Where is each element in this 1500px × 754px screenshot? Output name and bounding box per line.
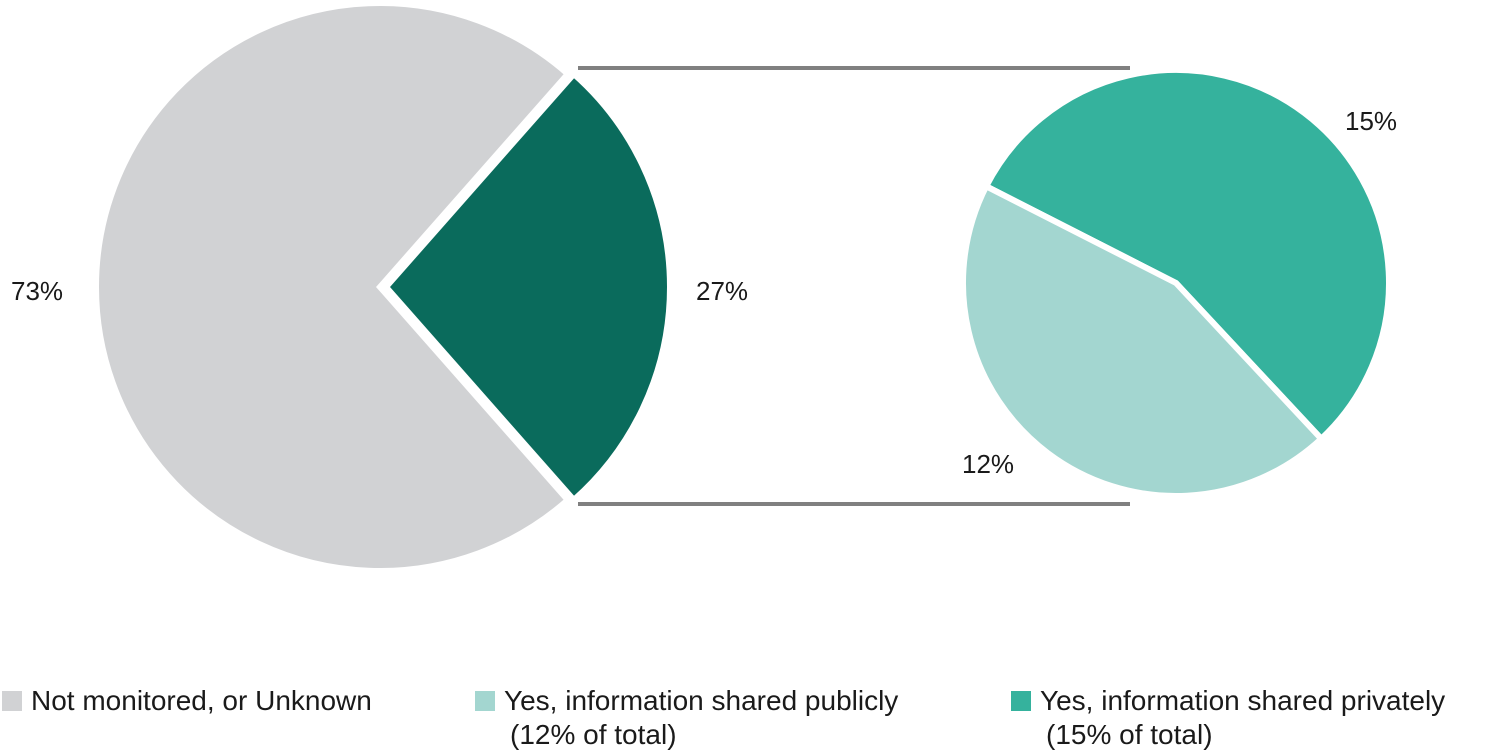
legend-label-shared-publicly: Yes, information shared publicly xyxy=(504,685,899,716)
legend-label-not-monitored: Not monitored, or Unknown xyxy=(31,685,372,716)
slice-not-monitored-or-unknown xyxy=(93,0,573,574)
slice-yes-information-shared-publicly xyxy=(960,182,1326,499)
legend-item-shared-privately: Yes, information shared privately (15% o… xyxy=(1011,684,1445,752)
legend-label-shared-privately: Yes, information shared privately xyxy=(1040,685,1446,716)
sub-pie-label-private: 15% xyxy=(1345,106,1397,136)
legend: Not monitored, or Unknown Yes, informati… xyxy=(0,684,1500,754)
slice-yes-information-shared-privately xyxy=(982,67,1392,444)
legend-sublabel-shared-publicly: (12% of total) xyxy=(510,719,677,750)
connector-lines xyxy=(578,66,1130,506)
legend-swatch-shared-publicly xyxy=(475,691,495,711)
legend-swatch-not-monitored xyxy=(2,691,22,711)
legend-swatch-shared-privately xyxy=(1011,691,1031,711)
main-pie-label-yes: 27% xyxy=(696,276,748,306)
main-pie-label-unknown: 73% xyxy=(11,276,63,306)
pie-of-pie-chart: 73% 27% 15% 12% xyxy=(11,0,1398,574)
legend-item-not-monitored: Not monitored, or Unknown xyxy=(2,684,372,718)
main-pie xyxy=(93,0,673,574)
slice-yes xyxy=(382,69,673,505)
legend-sublabel-shared-privately: (15% of total) xyxy=(1046,719,1213,750)
breakdown-pie xyxy=(960,67,1392,499)
sub-pie-label-public: 12% xyxy=(962,449,1014,479)
legend-item-shared-publicly: Yes, information shared publicly (12% of… xyxy=(475,684,898,752)
